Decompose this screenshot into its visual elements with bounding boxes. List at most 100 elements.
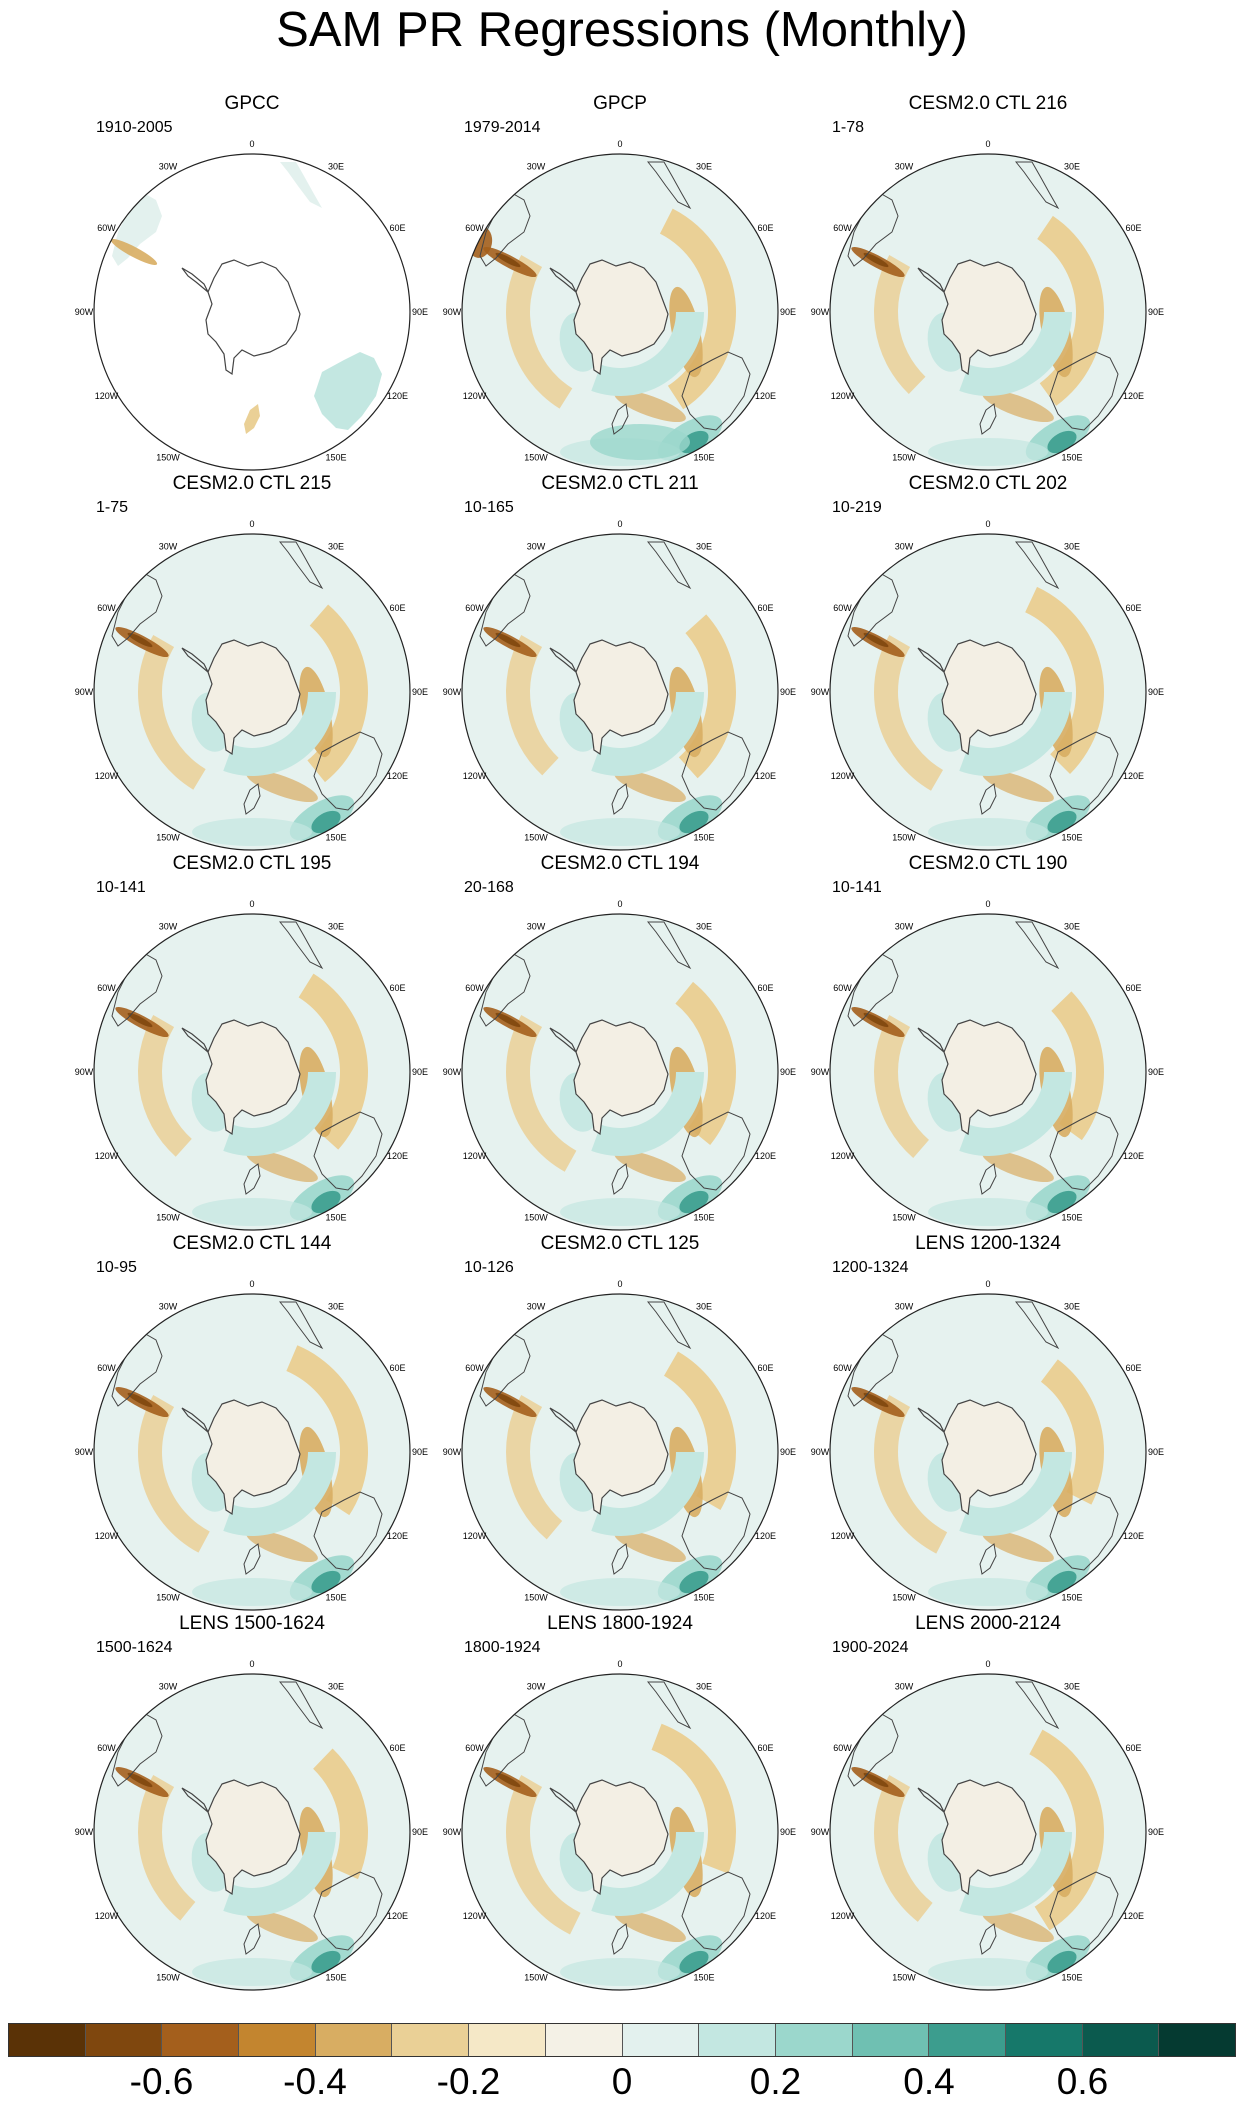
lon-label-150w: 150W — [892, 452, 916, 462]
lon-label-120e: 120E — [755, 1151, 776, 1161]
lon-label-120e: 120E — [1123, 771, 1144, 781]
lon-label-30e: 30E — [1064, 542, 1080, 552]
lon-label-120e: 120E — [1123, 1911, 1144, 1921]
colorbar-swatch — [545, 2024, 623, 2056]
lon-label-120w: 120W — [831, 1151, 855, 1161]
antarctica-coast — [941, 1779, 1037, 1896]
colorbar-swatch — [1082, 2024, 1160, 2056]
peninsula-coast — [917, 1407, 945, 1433]
teal-sector — [591, 692, 704, 776]
lon-label-30e: 30E — [328, 922, 344, 932]
panel-title: CESM2.0 CTL 202 — [908, 473, 1068, 494]
lon-label-30e: 30E — [328, 542, 344, 552]
map-panel: CESM2.0 CTL 125 10-126 0 30E 60E 90E 120E 150E 1… — [440, 1232, 800, 1612]
nz-coast — [611, 403, 629, 435]
lon-label-30e: 30E — [696, 1302, 712, 1312]
australia-coast — [681, 1491, 751, 1571]
lon-label-90w: 90W — [75, 1447, 94, 1457]
brown-maximum — [982, 769, 1054, 803]
south-america-coast — [479, 571, 531, 647]
lon-label-120e: 120E — [755, 771, 776, 781]
map-border — [461, 153, 779, 471]
brown-maximum — [246, 1909, 318, 1943]
map-border — [93, 913, 411, 1231]
brown-sector — [286, 1345, 368, 1516]
lon-label-30w: 30W — [159, 1682, 178, 1692]
south-america-coast — [111, 571, 163, 647]
lon-label-30w: 30W — [527, 1302, 546, 1312]
map-border — [829, 1673, 1147, 1991]
lon-label-30w: 30W — [159, 542, 178, 552]
nz-coast — [611, 1923, 629, 1955]
lon-label-30w: 30W — [895, 922, 914, 932]
polar-map: 030E60E90E120E150E180150W120W90W60W30W — [811, 899, 1164, 1231]
lon-label-30w: 30W — [895, 1682, 914, 1692]
brown-maximum — [614, 389, 686, 423]
colorbar-swatch — [469, 2024, 546, 2056]
nz-coast — [243, 783, 261, 815]
peninsula-coast — [549, 1787, 577, 1813]
australia-coast — [313, 731, 383, 811]
map-border — [829, 533, 1147, 851]
africa-coast — [646, 1301, 692, 1350]
lon-label-60e: 60E — [1125, 1363, 1141, 1373]
antarctica-coast — [205, 639, 301, 756]
lon-label-60e: 60E — [1125, 223, 1141, 233]
africa-coast — [646, 161, 692, 210]
nz-coast — [979, 1923, 997, 1955]
map-panel: LENS 1500-1624 1500-1624 0 30E 60E 90E 120E 150… — [72, 1612, 432, 1992]
lon-label-60e: 60E — [757, 223, 773, 233]
lon-label-90e: 90E — [780, 687, 796, 697]
brown-maximum — [982, 1529, 1054, 1563]
colorbar-tick-label: -0.6 — [129, 2061, 194, 2102]
africa-coast — [646, 1681, 692, 1730]
peninsula-coast — [181, 267, 209, 293]
lon-label-60w: 60W — [97, 983, 116, 993]
lon-label-90w: 90W — [75, 1067, 94, 1077]
panel-period: 10-95 — [96, 1259, 137, 1276]
polar-map: 030E60E90E120E150E180150W120W90W60W30W — [443, 1279, 796, 1611]
lon-label-0: 0 — [617, 1279, 622, 1289]
lon-label-150e: 150E — [1061, 1592, 1082, 1602]
brown-sector — [874, 1395, 948, 1554]
map-panel: LENS 1200-1324 1200-1324 0 30E 60E 90E 120E 150… — [808, 1232, 1168, 1612]
brown-maximum — [614, 1529, 686, 1563]
brown-maximum — [614, 1149, 686, 1183]
australia-coast — [1049, 1491, 1119, 1571]
lon-label-120w: 120W — [463, 1151, 487, 1161]
lon-label-90e: 90E — [1148, 1447, 1164, 1457]
antarctica-coast — [205, 1399, 301, 1516]
lon-label-90e: 90E — [412, 307, 428, 317]
south-america-coast — [111, 1331, 163, 1407]
lon-label-30w: 30W — [527, 922, 546, 932]
lon-label-0: 0 — [985, 519, 990, 529]
polar-map: 030E60E90E120E150E180150W120W90W60W30W — [443, 519, 796, 851]
south-america-coast — [847, 1711, 899, 1787]
antarctica-coast — [573, 639, 669, 756]
peninsula-coast — [549, 1027, 577, 1053]
south-america-coast — [111, 951, 163, 1027]
lon-label-60e: 60E — [757, 983, 773, 993]
australia-coast — [681, 1871, 751, 1951]
field-patch — [110, 239, 158, 265]
lon-label-120e: 120E — [1123, 1151, 1144, 1161]
lon-label-150e: 150E — [325, 1212, 346, 1222]
teal-sector — [959, 692, 1072, 776]
teal-sector — [223, 1072, 336, 1156]
map-panel: LENS 1800-1924 1800-1924 0 30E 60E 90E 120E 150… — [440, 1612, 800, 1992]
lon-label-90w: 90W — [811, 1067, 830, 1077]
panel-title: CESM2.0 CTL 216 — [908, 93, 1068, 114]
polar-map: 030E60E90E120E150E180150W120W90W60W30W — [811, 1279, 1164, 1611]
africa-coast — [278, 1681, 324, 1730]
australia-coast — [313, 1871, 383, 1951]
lon-label-120w: 120W — [831, 391, 855, 401]
lon-label-150w: 150W — [524, 1592, 548, 1602]
lon-label-90e: 90E — [412, 1447, 428, 1457]
teal-sector — [591, 1832, 704, 1916]
brown-maximum — [246, 1529, 318, 1563]
lon-label-60e: 60E — [389, 983, 405, 993]
teal-sector — [591, 1072, 704, 1156]
colorbar-swatch — [392, 2024, 470, 2056]
lon-label-0: 0 — [249, 1279, 254, 1289]
pacific-teal — [928, 1958, 1048, 1986]
